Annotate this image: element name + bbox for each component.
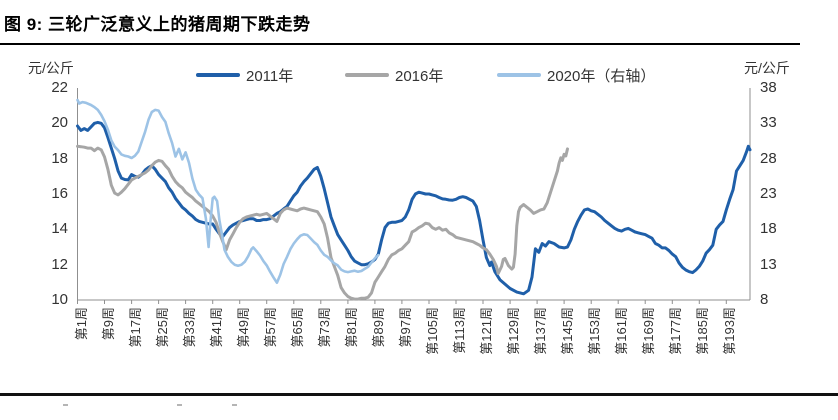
legend-item-2020: 2020年（右轴） xyxy=(497,66,656,85)
title-underline xyxy=(0,43,800,45)
x-axis-tick-label-wrap: 第41周 xyxy=(204,307,224,393)
x-axis-tick-label: 第89周 xyxy=(370,307,386,348)
left-axis-tick-label: 12 xyxy=(51,255,68,273)
left-axis-tick-label: 18 xyxy=(51,149,68,167)
x-axis-tick-label: 第177周 xyxy=(668,307,684,355)
x-axis-tick-label: 第185周 xyxy=(695,307,711,355)
x-axis-tick-label-wrap: 第129周 xyxy=(501,307,521,393)
legend-line-swatch-2011 xyxy=(196,73,240,77)
x-axis-tick-label-wrap: 第1周 xyxy=(69,307,89,393)
footnote-speck xyxy=(177,404,182,406)
legend-line-swatch-2020 xyxy=(497,73,541,77)
x-axis-tick-label-wrap: 第185周 xyxy=(690,307,710,393)
x-axis-tick-label-wrap: 第17周 xyxy=(123,307,143,393)
x-axis-tick-label-wrap: 第153周 xyxy=(582,307,602,393)
x-axis-tick-label: 第97周 xyxy=(397,307,413,348)
x-axis-tick-label: 第41周 xyxy=(208,307,224,348)
right-axis-tick-label: 28 xyxy=(760,149,777,167)
left-axis-tick-label: 14 xyxy=(51,220,68,238)
x-axis-tick-label: 第1周 xyxy=(73,307,89,341)
x-axis-tick-label-wrap: 第137周 xyxy=(528,307,548,393)
right-axis-tick-label: 33 xyxy=(760,114,777,132)
x-axis-tick-label: 第81周 xyxy=(343,307,359,348)
x-axis-tick-label: 第9周 xyxy=(100,307,116,341)
x-axis-tick-label-wrap: 第73周 xyxy=(312,307,332,393)
x-axis-tick-label-wrap: 第49周 xyxy=(231,307,251,393)
x-axis-tick-label: 第169周 xyxy=(641,307,657,355)
x-axis-tick-label: 第25周 xyxy=(154,307,170,348)
x-axis-tick-label: 第137周 xyxy=(533,307,549,355)
x-axis-tick-label-wrap: 第169周 xyxy=(636,307,656,393)
legend-item-2011: 2011年 xyxy=(196,66,294,85)
bottom-divider xyxy=(0,393,838,396)
x-axis-tick-label: 第121周 xyxy=(479,307,495,355)
footnote-speck xyxy=(232,404,237,406)
left-axis-tick-label: 10 xyxy=(51,291,68,308)
x-axis-tick-label-wrap: 第161周 xyxy=(609,307,629,393)
figure-title: 图 9: 三轮广泛意义上的猪周期下跌走势 xyxy=(4,15,311,34)
legend-line-swatch-2016 xyxy=(345,73,389,77)
x-axis-tick-label: 第73周 xyxy=(316,307,332,348)
right-axis-tick-label: 18 xyxy=(760,220,777,238)
legend-label-2016: 2016年 xyxy=(395,67,444,85)
x-axis-tick-label-wrap: 第57周 xyxy=(258,307,278,393)
x-axis-tick-label-wrap: 第25周 xyxy=(150,307,170,393)
x-axis-tick-label-wrap: 第113周 xyxy=(447,307,467,393)
x-axis-tick-label: 第161周 xyxy=(614,307,630,355)
legend-item-2016: 2016年 xyxy=(345,66,444,85)
x-axis-tick-label-wrap: 第121周 xyxy=(474,307,494,393)
series-line-2016年 xyxy=(76,144,569,301)
footnote-speck xyxy=(63,404,68,406)
right-axis-tick-label: 8 xyxy=(760,291,769,308)
x-axis-tick-label-wrap: 第145周 xyxy=(555,307,575,393)
x-axis-tick-label: 第49周 xyxy=(235,307,251,348)
x-axis-tick-label-wrap: 第177周 xyxy=(663,307,683,393)
x-axis-tick-label: 第33周 xyxy=(181,307,197,348)
right-axis-tick-label: 13 xyxy=(760,255,777,273)
x-axis-tick-label-wrap: 第33周 xyxy=(177,307,197,393)
right-axis-unit-label: 元/公斤 xyxy=(744,60,790,76)
left-axis-unit-label: 元/公斤 xyxy=(28,60,74,76)
right-axis-tick-label: 38 xyxy=(760,79,777,96)
x-axis-tick-label-wrap: 第81周 xyxy=(339,307,359,393)
x-axis-tick-label: 第57周 xyxy=(262,307,278,348)
x-axis-tick-label: 第113周 xyxy=(451,307,467,354)
x-axis-tick-label-wrap: 第193周 xyxy=(717,307,737,393)
x-axis-tick-label: 第193周 xyxy=(722,307,738,355)
x-axis-tick-label-wrap: 第89周 xyxy=(366,307,386,393)
x-axis-tick-label-wrap: 第9周 xyxy=(96,307,116,393)
x-axis-tick-label: 第153周 xyxy=(587,307,603,355)
x-axis-tick-label-wrap: 第105周 xyxy=(420,307,440,393)
series-line-2020年（右轴） xyxy=(76,98,380,285)
x-axis-tick-label: 第145周 xyxy=(560,307,576,355)
x-axis-tick-label-wrap: 第97周 xyxy=(393,307,413,393)
left-axis-tick-label: 20 xyxy=(51,114,68,132)
series-line-2011年 xyxy=(76,120,752,296)
legend-label-2011: 2011年 xyxy=(246,67,294,85)
x-axis-tick-label: 第65周 xyxy=(289,307,305,348)
left-axis-tick-label: 22 xyxy=(51,79,68,96)
x-axis-tick-label: 第129周 xyxy=(506,307,522,355)
x-axis-tick-label: 第17周 xyxy=(127,307,143,348)
left-axis-tick-label: 16 xyxy=(51,185,68,202)
legend-label-2020: 2020年（右轴） xyxy=(547,67,656,85)
right-axis-tick-label: 23 xyxy=(760,185,777,202)
x-axis-tick-label-wrap: 第65周 xyxy=(285,307,305,393)
x-axis-tick-label: 第105周 xyxy=(424,307,440,355)
